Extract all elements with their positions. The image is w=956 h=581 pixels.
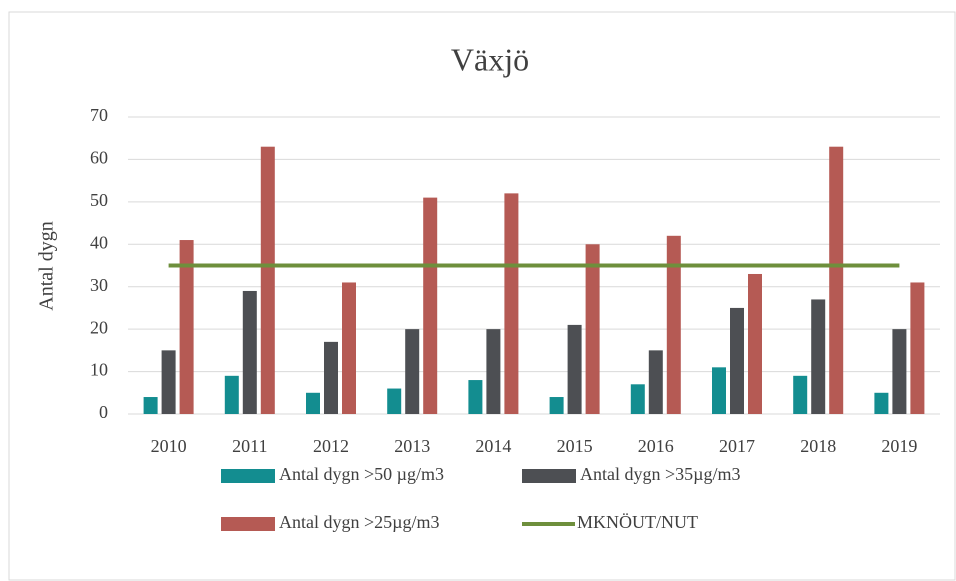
bar: [910, 282, 925, 414]
y-tick-label: 50: [90, 190, 108, 210]
bar: [324, 341, 338, 414]
y-tick-label: 30: [90, 275, 108, 295]
bar: [648, 350, 663, 414]
bar: [585, 244, 600, 414]
bar: [405, 329, 420, 414]
bar: [892, 329, 907, 414]
y-axis-title: Antal dygn: [36, 221, 58, 310]
bar: [423, 197, 438, 414]
legend-label: Antal dygn >25µg/m3: [279, 512, 440, 532]
bar: [306, 392, 320, 414]
y-tick-label: 20: [90, 317, 108, 337]
x-tick-label: 2016: [638, 436, 674, 456]
legend-swatch: [221, 517, 275, 531]
y-tick-label: 10: [90, 360, 108, 380]
y-tick-label: 0: [99, 402, 108, 422]
bar: [468, 380, 483, 414]
x-tick-label: 2015: [557, 436, 593, 456]
bar: [486, 329, 501, 414]
bar: [567, 324, 582, 414]
bar: [874, 392, 889, 414]
bar: [342, 282, 356, 414]
x-tick-label: 2012: [313, 436, 349, 456]
legend-label: Antal dygn >50 µg/m3: [279, 464, 444, 484]
legend-label: Antal dygn >35µg/m3: [580, 464, 741, 484]
x-tick-label: 2013: [394, 436, 430, 456]
bar: [666, 235, 681, 414]
bar: [811, 299, 826, 414]
bar: [260, 146, 275, 414]
legend-swatch: [221, 469, 275, 483]
bar: [161, 350, 176, 414]
chart-border: [8, 11, 956, 581]
y-tick-label: 60: [90, 148, 108, 168]
y-tick-label: 40: [90, 232, 108, 252]
bar: [829, 146, 844, 414]
x-tick-label: 2014: [475, 436, 511, 456]
bar: [748, 273, 762, 414]
x-tick-label: 2018: [800, 436, 836, 456]
bar: [549, 397, 564, 414]
bar: [504, 193, 519, 414]
bar: [387, 388, 402, 414]
bar: [242, 290, 257, 414]
bar: [224, 375, 239, 414]
x-tick-label: 2010: [151, 436, 187, 456]
bar: [793, 375, 808, 414]
bar: [712, 367, 726, 414]
y-tick-label: 70: [90, 105, 108, 125]
legend-swatch: [522, 469, 576, 483]
chart-title: Växjö: [451, 41, 529, 77]
legend-label: MKNÖUT/NUT: [577, 512, 698, 532]
x-tick-label: 2017: [719, 436, 755, 456]
bar: [730, 307, 744, 414]
bar: [179, 240, 194, 414]
x-tick-label: 2011: [232, 436, 267, 456]
bar: [143, 397, 158, 414]
bar: [630, 384, 645, 414]
x-tick-label: 2019: [881, 436, 917, 456]
